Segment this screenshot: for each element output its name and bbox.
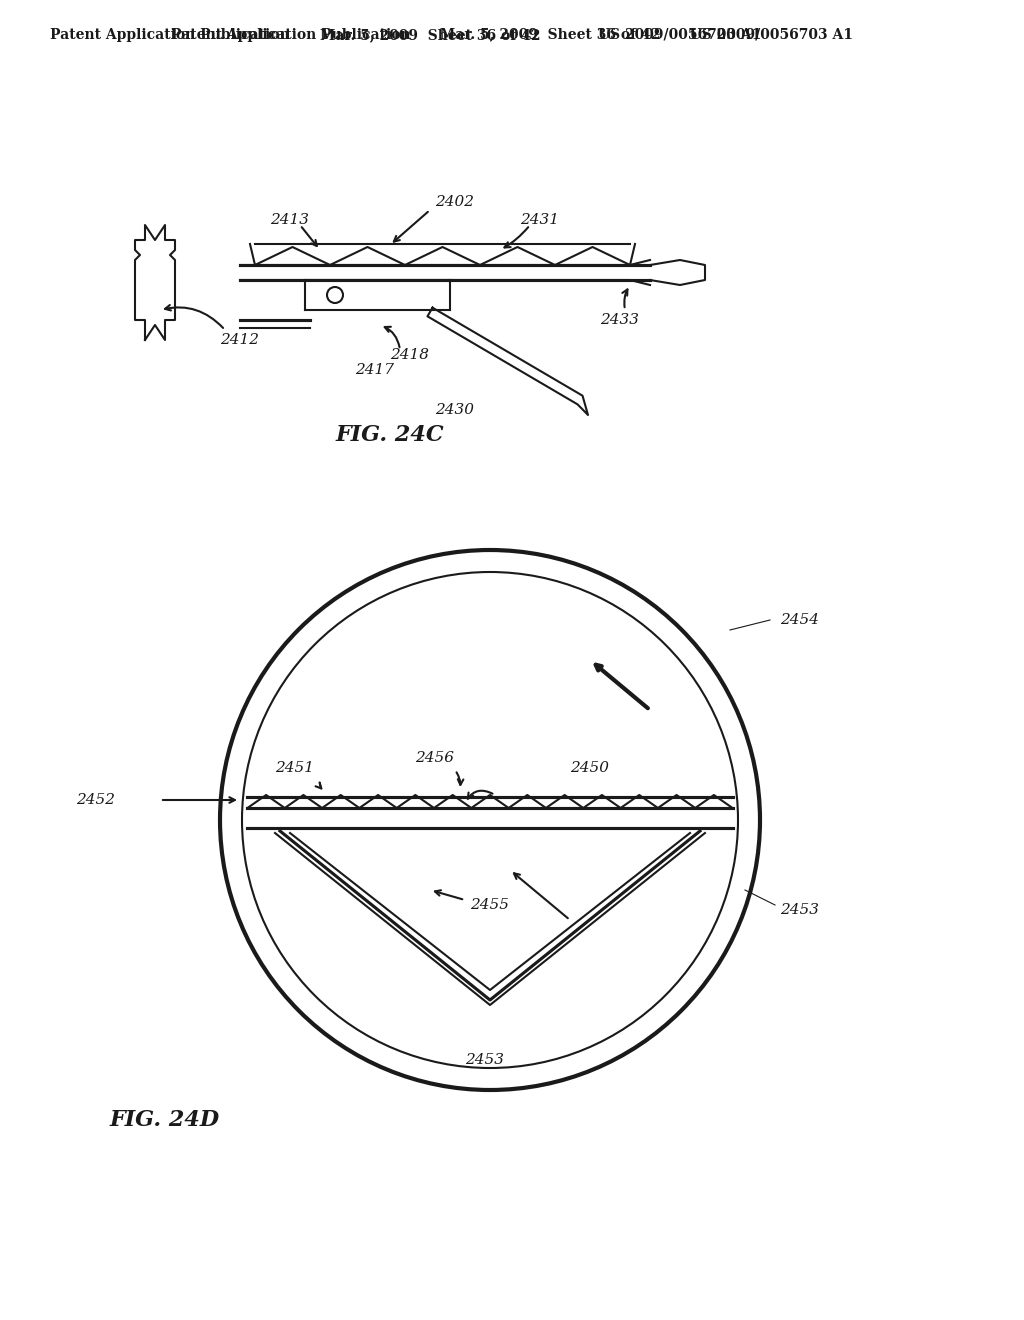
Text: 2413: 2413: [270, 213, 309, 227]
Text: 2431: 2431: [520, 213, 559, 227]
Text: 2418: 2418: [390, 348, 429, 362]
Text: 2453: 2453: [780, 903, 819, 917]
Text: US 2009/0056703 A1: US 2009/0056703 A1: [598, 28, 762, 42]
Text: 2456: 2456: [416, 751, 455, 766]
Text: 2402: 2402: [435, 195, 474, 209]
Text: Patent Application Publication      Mar. 5, 2009  Sheet 36 of 42      US 2009/00: Patent Application Publication Mar. 5, 2…: [171, 28, 853, 42]
Text: 2430: 2430: [435, 403, 474, 417]
Text: Patent Application Publication: Patent Application Publication: [50, 28, 290, 42]
Text: 2417: 2417: [355, 363, 394, 378]
Text: 2451: 2451: [275, 762, 314, 775]
Text: 2453: 2453: [466, 1053, 505, 1067]
Text: 2455: 2455: [470, 898, 510, 912]
Text: 2450: 2450: [570, 762, 609, 775]
Text: 2433: 2433: [600, 313, 639, 327]
Text: FIG. 24D: FIG. 24D: [110, 1109, 220, 1131]
Text: Mar. 5, 2009  Sheet 36 of 42: Mar. 5, 2009 Sheet 36 of 42: [319, 28, 541, 42]
Text: 2452: 2452: [76, 793, 115, 807]
Text: 2454: 2454: [780, 612, 819, 627]
Text: FIG. 24C: FIG. 24C: [336, 424, 444, 446]
Text: 2412: 2412: [220, 333, 259, 347]
